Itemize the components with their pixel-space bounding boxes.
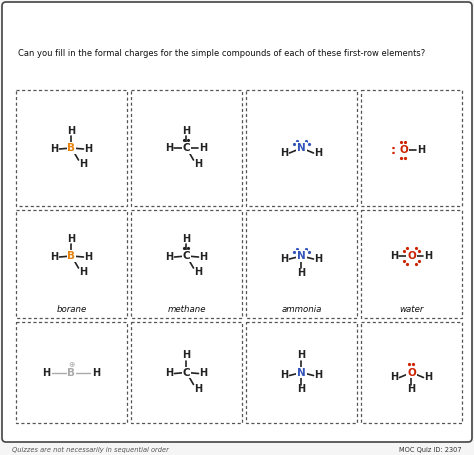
Text: H: H	[165, 252, 173, 262]
Text: :: :	[391, 143, 396, 157]
FancyBboxPatch shape	[16, 322, 127, 423]
Text: H: H	[391, 251, 399, 261]
Text: H: H	[194, 159, 202, 169]
Text: H: H	[314, 148, 323, 158]
Text: H: H	[92, 368, 100, 378]
Text: N: N	[297, 251, 306, 261]
Text: H: H	[84, 252, 92, 262]
Text: C: C	[182, 143, 191, 153]
Text: H: H	[84, 144, 92, 154]
Text: H: H	[194, 267, 202, 277]
Text: H: H	[200, 143, 208, 153]
FancyBboxPatch shape	[246, 322, 357, 423]
Text: MOC Quiz ID: 2307: MOC Quiz ID: 2307	[400, 447, 462, 453]
Text: H: H	[298, 268, 306, 278]
Text: H: H	[281, 370, 289, 380]
Text: H: H	[314, 254, 323, 264]
FancyBboxPatch shape	[361, 210, 462, 318]
Text: H: H	[194, 384, 202, 394]
Text: C: C	[182, 368, 191, 378]
Text: C: C	[182, 251, 191, 261]
Text: H: H	[182, 126, 191, 136]
Text: methane: methane	[167, 305, 206, 314]
Text: H: H	[314, 370, 323, 380]
Text: N: N	[297, 143, 306, 153]
Text: H: H	[418, 145, 426, 155]
Text: H: H	[80, 267, 88, 277]
Text: O: O	[399, 145, 408, 155]
Text: H: H	[67, 126, 75, 136]
Text: ⊕: ⊕	[68, 360, 75, 369]
FancyBboxPatch shape	[131, 90, 242, 206]
Text: H: H	[80, 159, 88, 169]
FancyBboxPatch shape	[246, 210, 357, 318]
Text: Can you fill in the formal charges for the simple compounds of each of these fir: Can you fill in the formal charges for t…	[18, 49, 425, 58]
Text: H: H	[408, 384, 416, 394]
Text: H: H	[298, 384, 306, 394]
Text: H: H	[165, 369, 173, 379]
Text: B: B	[67, 368, 75, 378]
FancyBboxPatch shape	[361, 322, 462, 423]
Text: H: H	[200, 252, 208, 262]
Text: H: H	[391, 373, 399, 383]
Text: H: H	[50, 252, 59, 262]
FancyBboxPatch shape	[2, 2, 472, 442]
Text: Quizzes are not necessarily in sequential order: Quizzes are not necessarily in sequentia…	[12, 447, 169, 453]
Text: H: H	[67, 234, 75, 244]
Text: H: H	[182, 234, 191, 244]
FancyBboxPatch shape	[16, 210, 127, 318]
Text: ammonia: ammonia	[281, 305, 322, 314]
Text: N: N	[297, 368, 306, 378]
Text: H: H	[165, 143, 173, 153]
Text: H: H	[43, 368, 51, 378]
FancyBboxPatch shape	[131, 322, 242, 423]
Text: B: B	[67, 251, 75, 261]
Text: water: water	[399, 305, 424, 314]
Text: H: H	[50, 144, 59, 154]
Text: H: H	[424, 251, 433, 261]
Text: H: H	[424, 373, 433, 383]
FancyBboxPatch shape	[246, 90, 357, 206]
FancyBboxPatch shape	[131, 210, 242, 318]
Text: H: H	[281, 254, 289, 264]
FancyBboxPatch shape	[361, 90, 462, 206]
Text: H: H	[281, 148, 289, 158]
Text: O: O	[407, 251, 416, 261]
Text: H: H	[298, 350, 306, 360]
Text: B: B	[67, 143, 75, 153]
Text: O: O	[407, 368, 416, 378]
Text: H: H	[200, 369, 208, 379]
FancyBboxPatch shape	[16, 90, 127, 206]
Text: H: H	[182, 350, 191, 360]
Text: borane: borane	[56, 305, 87, 314]
